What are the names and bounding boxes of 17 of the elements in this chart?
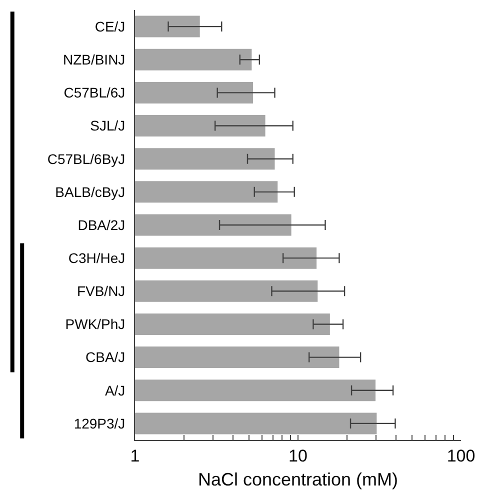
- y-tick-label: 129P3/J: [74, 415, 126, 432]
- y-tick-label: SJL/J: [90, 118, 126, 134]
- y-tick-label: FVB/NJ: [76, 283, 126, 300]
- x-tick-label: 100: [446, 446, 476, 466]
- y-tick-label: BALB/cByJ: [55, 184, 126, 200]
- y-tick-label: A/J: [104, 382, 126, 398]
- y-tick-label: CBA/J: [86, 349, 126, 366]
- x-axis-title: NaCl concentration (mM): [198, 470, 398, 490]
- y-tick-label: CE/J: [94, 18, 126, 34]
- y-tick-label: C3H/HeJ: [68, 250, 126, 266]
- y-tick-label: DBA/2J: [78, 216, 126, 233]
- x-tick-label: 1: [130, 446, 140, 466]
- y-tick-label: PWK/PhJ: [65, 316, 126, 332]
- y-tick-label: C57BL/6ByJ: [47, 150, 126, 167]
- y-tick-label: C57BL/6J: [64, 84, 126, 101]
- x-tick-label: 10: [288, 446, 308, 466]
- y-tick-label: NZB/BINJ: [62, 52, 126, 68]
